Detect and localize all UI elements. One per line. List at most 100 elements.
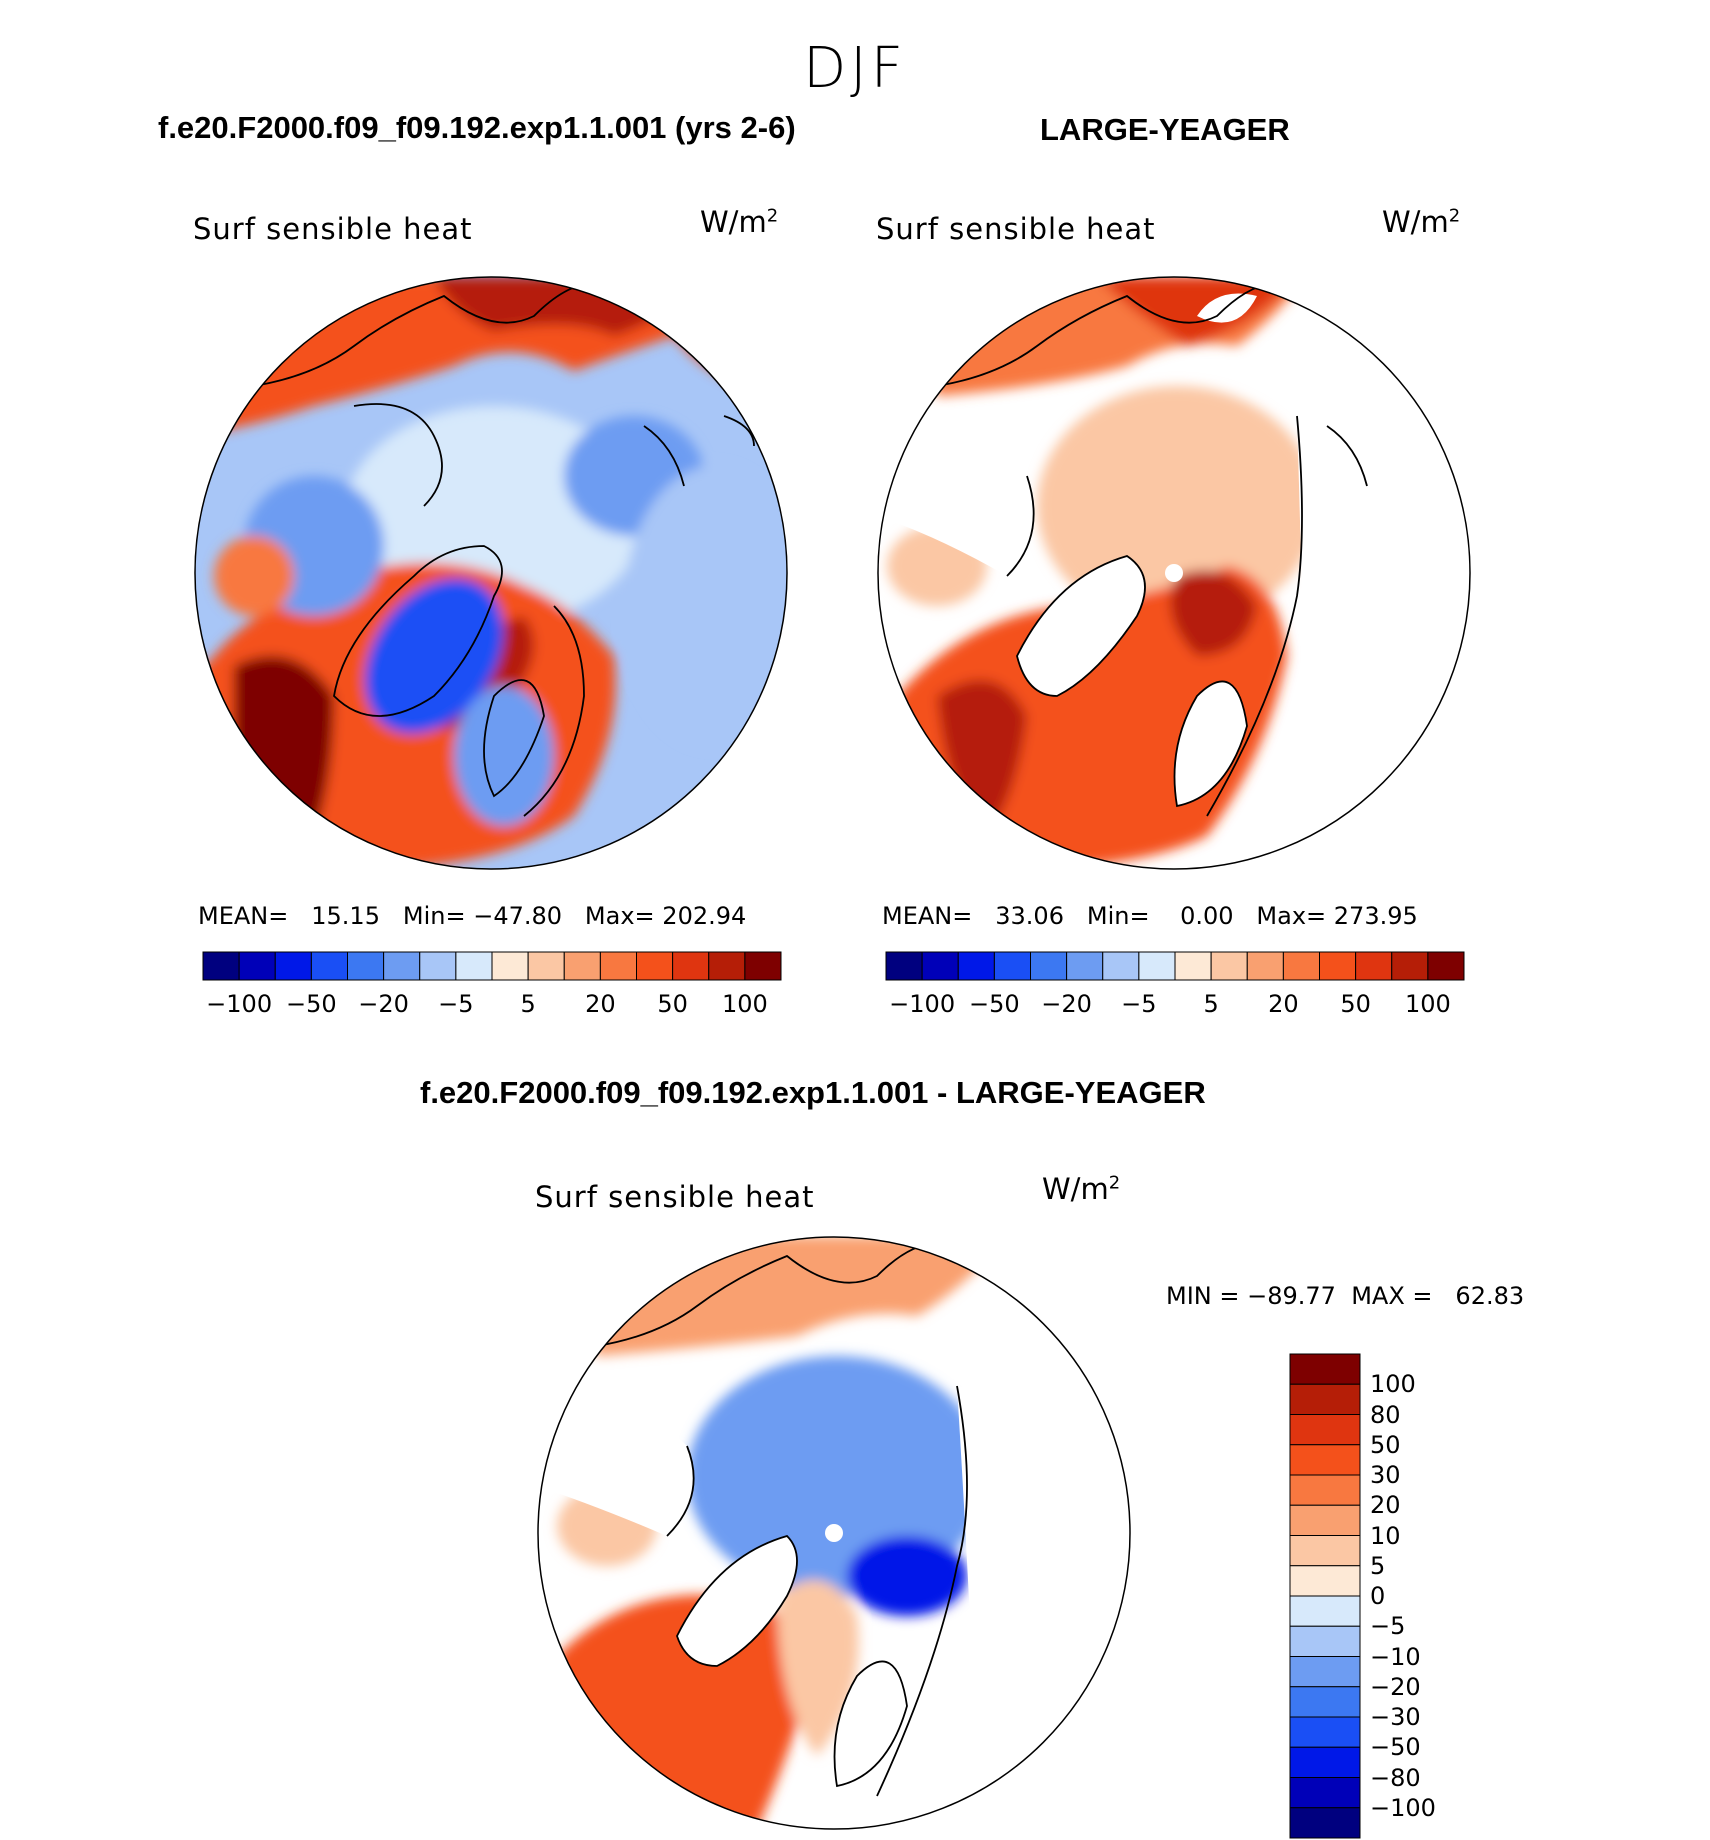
difference-map-border	[537, 1236, 1131, 1830]
colorbar-tick-label: −10	[1370, 1642, 1421, 1671]
colorbar-tick-label: −100	[206, 990, 273, 1018]
panel-1-colorbar-ticks: −100 −50 −20 −5 5 20 50 100	[203, 990, 781, 1020]
colorbar-swatch	[419, 951, 457, 981]
panel-2-polar-map	[877, 276, 1471, 870]
colorbar-swatch	[527, 951, 565, 981]
panel-2-barents-strong	[1170, 570, 1257, 656]
colorbar-swatch	[1138, 951, 1176, 981]
colorbar-swatch	[672, 951, 710, 981]
colorbar-tick-label: 50	[1340, 990, 1371, 1018]
colorbar-swatch	[1289, 1414, 1361, 1446]
panel-2-pacific-strong	[1097, 277, 1297, 346]
colorbar-swatch	[1289, 1807, 1361, 1839]
difference-title: f.e20.F2000.f09_f09.192.exp1.1.001 - LAR…	[420, 1075, 1206, 1110]
colorbar-tick-label: −50	[286, 990, 337, 1018]
difference-land-masses	[538, 1386, 1130, 1829]
colorbar-swatch	[885, 951, 923, 981]
colorbar-tick-label: −30	[1370, 1703, 1421, 1731]
colorbar-tick-label: −20	[1370, 1672, 1421, 1701]
colorbar-swatch	[383, 951, 421, 981]
panel-2-colorbar-ticks: −100 −50 −20 −5 5 20 50 100	[886, 990, 1464, 1020]
colorbar-swatch	[636, 951, 674, 981]
panel-2-map-border	[877, 276, 1471, 870]
colorbar-swatch	[1355, 951, 1393, 981]
colorbar-swatch	[347, 951, 385, 981]
colorbar-swatch	[1289, 1504, 1361, 1536]
colorbar-tick-label: −20	[1041, 990, 1092, 1018]
colorbar-tick-label: 80	[1370, 1400, 1401, 1429]
colorbar-swatch	[1102, 951, 1140, 981]
panel-1-colorbar	[202, 951, 782, 981]
colorbar-swatch	[455, 951, 493, 981]
colorbar-swatch	[1246, 951, 1284, 981]
colorbar-swatch	[1289, 1383, 1361, 1415]
panel-2-gulfstream-strong	[937, 680, 1027, 836]
panel-2-pole-marker	[1165, 564, 1183, 582]
panel-1-variable-label: Surf sensible heat	[193, 212, 473, 246]
difference-arctic-cold	[687, 1356, 987, 1596]
colorbar-tick-label: 50	[657, 990, 688, 1018]
panel-2-stats: MEAN= 33.06 Min= 0.00 Max= 273.95	[882, 902, 1418, 930]
colorbar-tick-label: 100	[1404, 990, 1451, 1018]
colorbar-swatch	[1289, 1625, 1361, 1657]
colorbar-swatch	[1289, 1716, 1361, 1748]
panel-1-stats: MEAN= 15.15 Min= −47.80 Max= 202.94	[198, 902, 747, 930]
panel-1-scandinavia-cold	[454, 686, 554, 826]
colorbar-swatch	[1289, 1777, 1361, 1809]
colorbar-swatch	[1319, 951, 1357, 981]
panel-1-labrador-warm	[214, 536, 294, 616]
colorbar-swatch	[1289, 1535, 1361, 1567]
panel-2-variable-label: Surf sensible heat	[876, 212, 1156, 246]
colorbar-swatch	[1391, 951, 1429, 981]
difference-barents-cold	[847, 1536, 967, 1616]
panel-1-gulfstream-strong	[234, 656, 334, 836]
panel-1-coastlines	[253, 283, 755, 817]
colorbar-swatch	[238, 951, 276, 981]
colorbar-swatch	[1282, 951, 1320, 981]
colorbar-tick-label: 100	[721, 990, 768, 1018]
difference-nordic-weak	[777, 1580, 859, 1756]
colorbar-swatch	[1289, 1686, 1361, 1718]
colorbar-tick-label: 20	[1268, 990, 1299, 1018]
colorbar-swatch	[957, 951, 995, 981]
colorbar-swatch	[310, 951, 348, 981]
colorbar-swatch	[744, 951, 782, 981]
colorbar-swatch	[491, 951, 529, 981]
difference-polar-map	[537, 1236, 1131, 1830]
difference-units: W/m2	[1042, 1172, 1121, 1206]
difference-stats: MIN = −89.77 MAX = 62.83	[1166, 1282, 1525, 1310]
colorbar-tick-label: 20	[585, 990, 616, 1018]
colorbar-tick-label: 30	[1370, 1461, 1401, 1489]
colorbar-tick-label: 5	[1203, 990, 1219, 1018]
colorbar-tick-label: −5	[438, 990, 474, 1018]
colorbar-tick-label: −100	[1370, 1793, 1436, 1822]
panel-1-asia-cold	[624, 466, 787, 746]
colorbar-tick-label: −80	[1370, 1763, 1421, 1792]
colorbar-swatch	[1066, 951, 1104, 981]
difference-pole-marker	[825, 1524, 843, 1542]
colorbar-swatch	[563, 951, 601, 981]
colorbar-tick-label: −50	[969, 990, 1020, 1018]
colorbar-swatch	[1289, 1565, 1361, 1597]
panel-1-polar-map	[194, 276, 788, 870]
colorbar-swatch	[1174, 951, 1212, 981]
difference-colorbar-ticks: 100 80 50 30 20 10 5 0 −5 −10 −20 −30 −50 −80 −100	[1370, 1354, 1490, 1838]
colorbar-swatch	[274, 951, 312, 981]
colorbar-swatch	[1289, 1353, 1361, 1385]
panel-2-title: LARGE-YEAGER	[1040, 112, 1290, 147]
colorbar-swatch	[1289, 1656, 1361, 1688]
difference-coastlines	[596, 1243, 968, 1797]
colorbar-tick-label: 5	[1370, 1551, 1386, 1580]
colorbar-swatch	[1289, 1474, 1361, 1506]
panel-1-title: f.e20.F2000.f09_f09.192.exp1.1.001 (yrs …	[158, 110, 796, 145]
colorbar-swatch	[921, 951, 959, 981]
colorbar-swatch	[1030, 951, 1068, 981]
panel-2-colorbar	[885, 951, 1465, 981]
panel-1-units: W/m2	[700, 205, 779, 239]
colorbar-tick-label: −100	[889, 990, 956, 1018]
panel-1-map-border	[194, 276, 788, 870]
colorbar-swatch	[1210, 951, 1248, 981]
colorbar-tick-label: −20	[358, 990, 409, 1018]
colorbar-swatch	[993, 951, 1031, 981]
colorbar-swatch	[708, 951, 746, 981]
